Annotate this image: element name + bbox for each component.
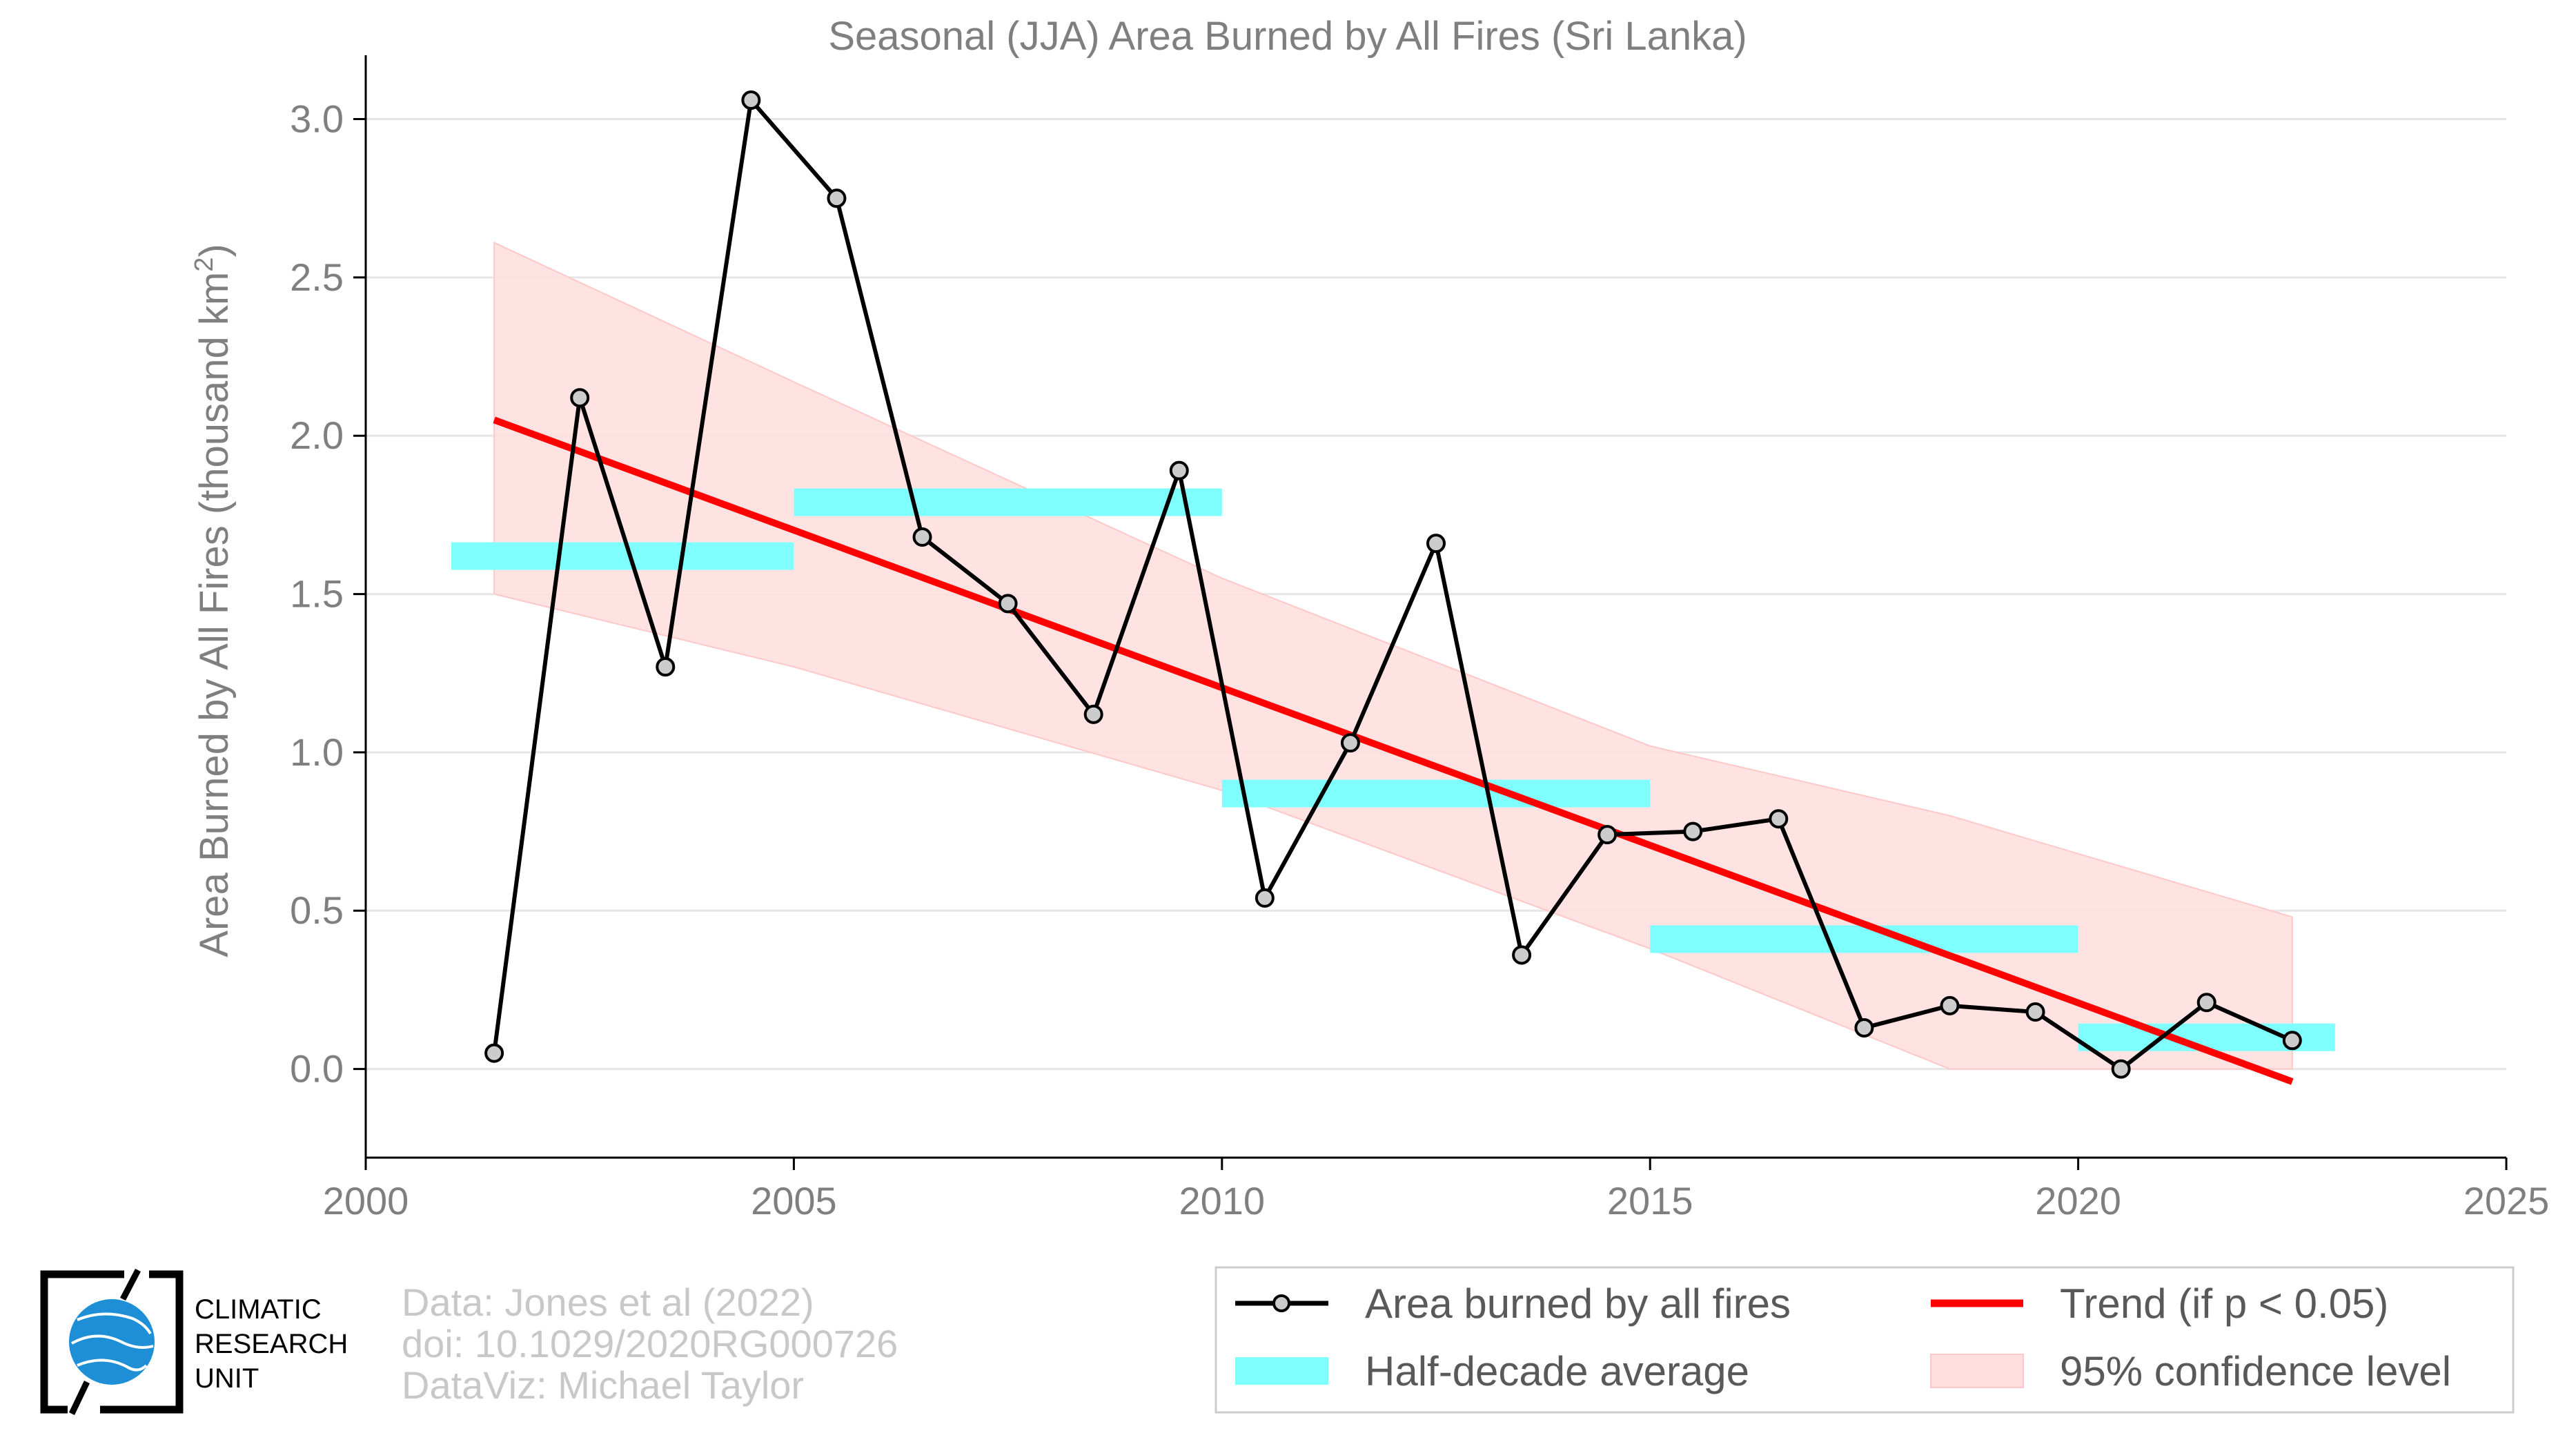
axes xyxy=(353,55,2508,1170)
trend-line xyxy=(493,416,2294,1085)
legend-box xyxy=(1215,1266,2515,1414)
data-point xyxy=(741,90,761,110)
y-tick-label: 3.0 xyxy=(290,97,344,141)
legend-ci-swatch xyxy=(1930,1354,2024,1388)
confidence-band-area xyxy=(493,241,2293,1070)
data-point xyxy=(2111,1059,2131,1079)
data-point xyxy=(1769,809,1789,829)
legend-ci-label: 95% confidence level xyxy=(2060,1348,2451,1394)
x-tick-label: 2015 xyxy=(1607,1179,1693,1223)
legend-area-label: Area burned by all fires xyxy=(1365,1280,1791,1327)
data-point xyxy=(1683,821,1703,841)
data-point xyxy=(912,527,932,547)
credit-dataviz: DataViz: Michael Taylor xyxy=(402,1363,804,1407)
data-point xyxy=(1854,1017,1874,1038)
data-point xyxy=(998,594,1018,614)
data-point xyxy=(1512,945,1532,965)
x-tick-label: 2005 xyxy=(751,1179,837,1223)
data-point xyxy=(1083,704,1103,724)
x-tick-label: 2020 xyxy=(2035,1179,2121,1223)
logo-bracket-left xyxy=(40,1270,124,1414)
logo-globe-swirl-1 xyxy=(77,1312,152,1335)
y-axis-label-end: ) xyxy=(192,244,237,257)
half-decade-bars xyxy=(451,488,2335,1051)
data-point xyxy=(570,388,590,408)
logo-globe-swirl-2 xyxy=(71,1334,154,1349)
data-point xyxy=(2196,993,2216,1013)
legend-half-swatch xyxy=(1235,1357,1328,1385)
y-axis-label-sup: 2 xyxy=(190,257,219,272)
legend: Area burned by all fires Half-decade ave… xyxy=(1215,1266,2515,1414)
y-tick-labels: 0.0 0.5 1.0 1.5 2.0 2.5 3.0 xyxy=(290,97,344,1091)
data-point xyxy=(827,188,847,208)
logo-globe-swirl-3 xyxy=(77,1359,148,1372)
logo-slash-bottom xyxy=(68,1381,90,1415)
logo-slash-top xyxy=(120,1268,141,1301)
area-burned-line xyxy=(492,98,2294,1071)
x-tick-label: 2025 xyxy=(2464,1179,2550,1223)
logo-text-climatic: CLIMATIC xyxy=(195,1294,322,1325)
y-tick-label: 0.0 xyxy=(290,1047,344,1091)
data-point xyxy=(656,657,676,677)
data-point xyxy=(1340,733,1360,753)
y-tick-label: 1.0 xyxy=(290,730,344,774)
data-point xyxy=(1255,888,1275,908)
y-tick-label: 1.5 xyxy=(290,572,344,616)
x-tick-label: 2000 xyxy=(323,1179,409,1223)
x-tick-labels: 2000 2005 2010 2015 2020 2025 xyxy=(323,1179,2550,1223)
y-tick-label: 2.0 xyxy=(290,413,344,457)
data-point xyxy=(1426,534,1446,554)
credit-doi: doi: 10.1029/2020RG000726 xyxy=(402,1322,898,1365)
area-series xyxy=(484,90,2302,1079)
trend-line-group xyxy=(493,416,2294,1085)
data-point xyxy=(1940,995,1960,1015)
data-point xyxy=(2025,1002,2045,1022)
legend-trend-label: Trend (if p < 0.05) xyxy=(2060,1280,2388,1327)
half-decade-bar xyxy=(794,488,1222,516)
y-tick-label: 0.5 xyxy=(290,888,344,932)
data-point xyxy=(1169,460,1189,480)
x-tick-label: 2010 xyxy=(1179,1179,1266,1223)
data-point xyxy=(1597,825,1618,845)
y-tick-label: 2.5 xyxy=(290,255,344,299)
legend-half-label: Half-decade average xyxy=(1365,1348,1749,1394)
logo-globe-icon xyxy=(69,1299,155,1385)
data-point xyxy=(2282,1031,2302,1051)
y-axis-label-main: Area Burned by All Fires (thousand km xyxy=(192,272,237,957)
y-axis-label: Area Burned by All Fires (thousand km2) xyxy=(190,244,237,957)
logo-bracket-right xyxy=(100,1270,184,1414)
half-decade-bar xyxy=(1221,779,1651,808)
cru-logo: CLIMATIC RESEARCH UNIT xyxy=(40,1268,348,1415)
half-decade-bar xyxy=(1650,925,2078,953)
credit-data: Data: Jones et al (2022) xyxy=(402,1280,814,1324)
legend-area-marker xyxy=(1272,1294,1290,1312)
half-decade-bar xyxy=(451,542,794,570)
data-point xyxy=(484,1043,504,1063)
logo-text-research: RESEARCH xyxy=(195,1329,348,1359)
chart-title: Seasonal (JJA) Area Burned by All Fires … xyxy=(828,14,1747,59)
confidence-band xyxy=(493,241,2293,1070)
logo-text-unit: UNIT xyxy=(195,1363,259,1394)
